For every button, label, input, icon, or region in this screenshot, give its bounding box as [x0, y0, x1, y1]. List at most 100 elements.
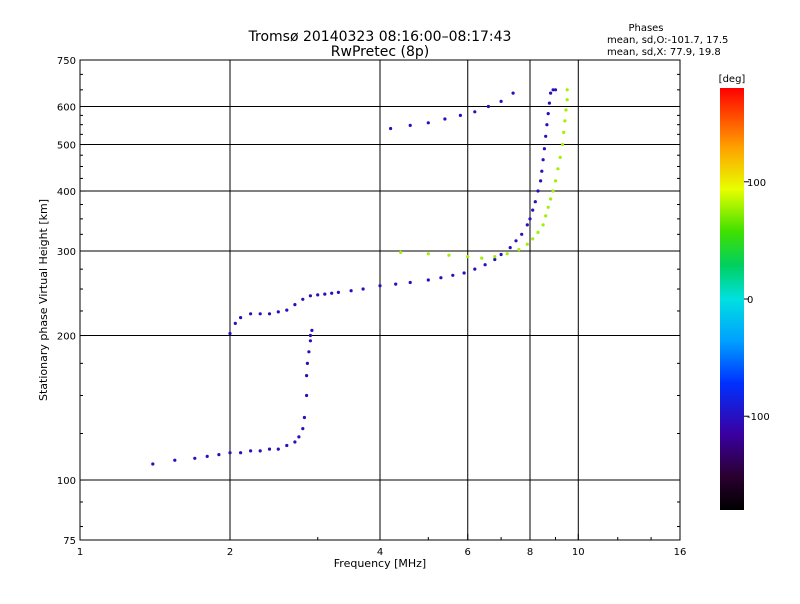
x-axis-label: Frequency [MHz]	[334, 557, 426, 570]
data-point	[473, 267, 477, 271]
data-point	[458, 113, 462, 117]
data-point	[305, 361, 309, 365]
x-tick-label: 1	[77, 547, 83, 558]
data-point	[546, 112, 550, 116]
data-point	[408, 123, 412, 127]
x-tick-label: 2	[227, 547, 233, 558]
data-point	[361, 287, 365, 291]
data-point	[297, 435, 301, 439]
y-tick-label: 500	[57, 141, 76, 152]
data-point	[267, 312, 272, 316]
data-point	[561, 142, 565, 147]
data-point	[301, 297, 305, 301]
data-point	[239, 316, 243, 320]
data-point	[562, 130, 566, 134]
y-tick-label: 200	[57, 332, 76, 343]
data-point	[544, 134, 548, 138]
data-point	[547, 101, 552, 105]
y-tick-label: 750	[57, 56, 76, 67]
x-tick-label: 16	[674, 547, 687, 558]
data-point	[276, 310, 280, 314]
data-point	[443, 117, 447, 121]
data-point	[249, 312, 253, 316]
data-point	[336, 290, 340, 294]
y-tick-label: 300	[57, 247, 76, 258]
data-point	[249, 449, 253, 453]
data-point	[540, 169, 544, 173]
data-point	[546, 205, 550, 209]
y-axis: 75 100 200 300 400 500 600 750	[57, 56, 680, 547]
data-point	[426, 252, 430, 256]
colorbar-ticks: 100 0 -100	[744, 178, 770, 423]
series-x	[399, 88, 569, 260]
data-points	[151, 88, 569, 466]
data-point	[536, 230, 540, 234]
data-point	[533, 200, 537, 204]
data-point	[451, 273, 455, 277]
y-tick-label: 600	[57, 103, 76, 114]
stats-heading: Phases	[628, 23, 663, 34]
data-point	[466, 255, 470, 259]
data-point	[426, 278, 430, 282]
chart-subtitle: RwPretec (8p)	[331, 44, 429, 60]
data-point	[293, 440, 297, 444]
colorbar-label: [deg]	[719, 74, 746, 85]
data-point	[305, 374, 309, 378]
data-point	[426, 121, 430, 125]
data-point	[389, 126, 393, 131]
colorbar-tick-label: 100	[747, 178, 766, 189]
data-point	[330, 291, 334, 295]
data-point	[565, 98, 569, 102]
data-point	[536, 189, 540, 193]
colorbar	[720, 88, 744, 510]
data-point	[499, 252, 503, 257]
data-point	[305, 393, 309, 398]
data-point	[267, 447, 272, 451]
data-point	[480, 256, 484, 260]
data-point	[462, 271, 466, 275]
data-point	[408, 280, 412, 285]
data-point	[531, 237, 535, 241]
data-point	[549, 91, 553, 95]
data-point	[285, 443, 289, 448]
data-point	[565, 88, 569, 92]
x-tick-label: 10	[572, 547, 585, 558]
data-point	[525, 242, 529, 246]
data-point	[549, 197, 553, 201]
data-point	[508, 246, 512, 250]
data-point	[553, 88, 558, 92]
data-point	[514, 239, 518, 243]
data-point	[517, 248, 521, 252]
colorbar-tick-label: 0	[747, 295, 753, 306]
data-point	[310, 328, 314, 332]
data-point	[323, 292, 327, 296]
data-point	[558, 155, 562, 159]
y-tick-label: 100	[57, 476, 76, 487]
data-point	[239, 451, 243, 455]
data-point	[486, 104, 490, 109]
data-point	[308, 333, 312, 338]
data-point	[525, 223, 529, 227]
data-point	[539, 179, 543, 183]
data-point	[564, 108, 568, 112]
data-point	[556, 167, 560, 171]
data-point	[349, 289, 353, 293]
y-axis-label: Stationary phase Virtual Height [km]	[37, 199, 50, 401]
grid-lines	[80, 60, 680, 540]
data-point	[541, 158, 545, 162]
data-point	[302, 415, 306, 420]
data-point	[308, 294, 312, 298]
colorbar-tick-label: -100	[747, 412, 770, 423]
stats-x-line: mean, sd,X: 77.9, 19.8	[607, 47, 721, 58]
data-point	[151, 462, 155, 466]
x-tick-label: 8	[527, 547, 533, 558]
data-point	[307, 350, 311, 354]
chart-title: Tromsø 20140323 08:16:00–08:17:43	[248, 29, 512, 45]
data-point	[293, 303, 297, 307]
x-tick-label: 4	[377, 547, 383, 558]
data-point	[473, 110, 477, 114]
data-point	[542, 147, 547, 151]
data-point	[499, 99, 503, 103]
